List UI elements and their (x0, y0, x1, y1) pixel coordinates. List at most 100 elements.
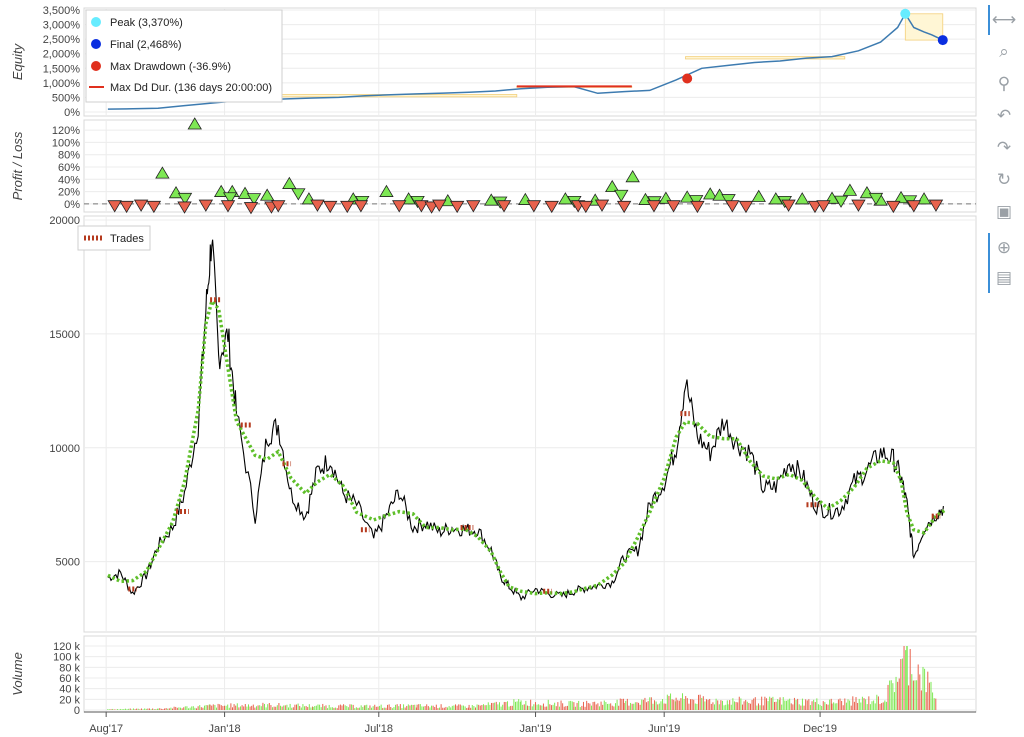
y-tick-label: 3,500% (43, 5, 81, 17)
winning-trade-marker (187, 117, 202, 130)
losing-trade-marker (198, 199, 214, 212)
losing-trade-marker (340, 200, 355, 214)
equity-legend: Peak (3,370%) Final (2,468%) Max Drawdow… (85, 9, 283, 103)
y-tick-label: 20000 (49, 215, 80, 227)
y-tick-label: 10000 (49, 443, 80, 455)
x-tick-label: Jun'19 (648, 723, 680, 735)
losing-trade-marker (466, 200, 481, 213)
losing-trade-marker (414, 200, 429, 213)
equity-axis-title: Equity (10, 42, 25, 80)
losing-trade-marker (107, 200, 122, 213)
losing-trade-marker (851, 199, 866, 212)
losing-trade-marker (323, 200, 338, 214)
drawdown-area (685, 56, 846, 60)
undo-icon[interactable]: ↶ (996, 106, 1012, 126)
winning-trade-marker (177, 192, 193, 206)
drawdown-area (904, 13, 944, 41)
y-tick-label: 20% (58, 187, 80, 199)
chart-toolbar: ⟷ ⌕ ⚲ ↶ ↷ ↻ ▣ ⊕ ▤ (986, 0, 1024, 737)
losing-trade-marker (807, 200, 823, 214)
winning-trade-marker (702, 187, 718, 200)
losing-trade-marker (781, 199, 796, 212)
legend-drawdown-marker (91, 61, 101, 71)
y-tick-label: 0% (64, 107, 80, 119)
losing-trade-marker (220, 200, 236, 213)
losing-trade-marker (616, 200, 632, 214)
winning-trade-marker (605, 179, 620, 193)
losing-trade-marker (146, 200, 162, 214)
volume-panel (83, 635, 977, 713)
losing-trade-marker (886, 200, 901, 214)
y-tick-label: 120% (52, 125, 80, 137)
winning-trade-marker (259, 188, 275, 201)
reset-icon[interactable]: ↻ (996, 170, 1012, 190)
y-tick-label: 120 k (53, 641, 80, 653)
winning-trade-marker (155, 166, 170, 179)
losing-trade-marker (353, 200, 369, 213)
losing-trade-marker (310, 199, 325, 212)
winning-trade-marker (222, 192, 238, 205)
redo-icon[interactable]: ↷ (996, 138, 1012, 158)
hover-icon[interactable]: ▤ (988, 263, 1016, 293)
y-tick-label: 15000 (49, 329, 80, 341)
x-tick-label: Jul'18 (365, 723, 393, 735)
losing-trade-marker (578, 200, 594, 214)
wheel-zoom-icon[interactable]: ⚲ (997, 74, 1011, 94)
winning-trade-marker (484, 193, 499, 206)
backtest-chart: Aug'17 Jan'18 Jul'18 Jan'19 Jun'19 Dec'19 0% 50… (10, 5, 977, 735)
legend-peak-marker (91, 17, 101, 27)
legend-dd-duration-label: Max Dd Dur. (136 days 20:00:00) (110, 82, 272, 94)
winning-trade-marker (379, 184, 394, 197)
legend-final-marker (91, 39, 101, 49)
winning-trade-marker (842, 183, 858, 196)
legend-peak-label: Peak (3,370%) (110, 17, 183, 29)
losing-trade-marker (424, 201, 439, 214)
winning-trade-marker (246, 193, 262, 206)
losing-trade-marker (119, 200, 134, 214)
save-icon[interactable]: ▣ (995, 202, 1013, 222)
y-tick-label: 5000 (56, 557, 80, 569)
y-tick-label: 100% (52, 137, 80, 149)
y-tick-label: 80% (58, 150, 80, 162)
winning-trade-marker (751, 189, 766, 202)
y-tick-label: 1,500% (43, 63, 81, 75)
losing-trade-marker (177, 201, 192, 214)
winning-trade-marker (282, 176, 297, 189)
box-zoom-icon[interactable]: ⌕ (999, 42, 1009, 62)
losing-trade-marker (738, 200, 754, 214)
losing-trade-marker (432, 199, 447, 212)
losing-trade-marker (544, 200, 559, 214)
losing-trade-marker (271, 200, 286, 213)
losing-trade-marker (646, 200, 662, 213)
winning-trade-marker (625, 170, 640, 183)
losing-trade-marker (449, 200, 465, 214)
winning-trade-marker (291, 188, 306, 201)
legend-drawdown-label: Max Drawdown (-36.9%) (110, 61, 231, 73)
y-tick-label: 0 (74, 705, 80, 717)
losing-trade-marker (690, 200, 705, 214)
y-tick-label: 20 k (59, 694, 80, 706)
profit-loss-axis-title: Profit / Loss (10, 131, 25, 200)
losing-trade-marker (243, 202, 259, 215)
y-tick-label: 60% (58, 162, 80, 174)
y-tick-label: 40 k (59, 684, 80, 696)
winning-trade-marker (916, 192, 932, 205)
legend-final-label: Final (2,468%) (110, 39, 182, 51)
winning-trade-marker (833, 195, 849, 208)
x-tick-label: Aug'17 (89, 723, 123, 735)
crosshair-icon[interactable]: ⊕ (988, 233, 1016, 263)
y-tick-label: 80 k (59, 662, 80, 674)
price-panel (83, 215, 977, 633)
x-tick-label: Jan'18 (209, 723, 241, 735)
y-tick-label: 40% (58, 174, 80, 186)
max-drawdown-marker (682, 73, 693, 84)
losing-trade-marker (496, 200, 512, 213)
winning-trade-marker (614, 189, 629, 203)
y-tick-label: 100 k (53, 652, 80, 664)
pan-icon[interactable]: ⟷ (988, 5, 1017, 35)
winning-trade-marker (794, 192, 810, 205)
volume-axis-title: Volume (10, 652, 25, 696)
price-legend: Trades (77, 225, 151, 251)
losing-trade-marker (526, 200, 542, 213)
y-tick-label: 1,000% (43, 78, 81, 90)
